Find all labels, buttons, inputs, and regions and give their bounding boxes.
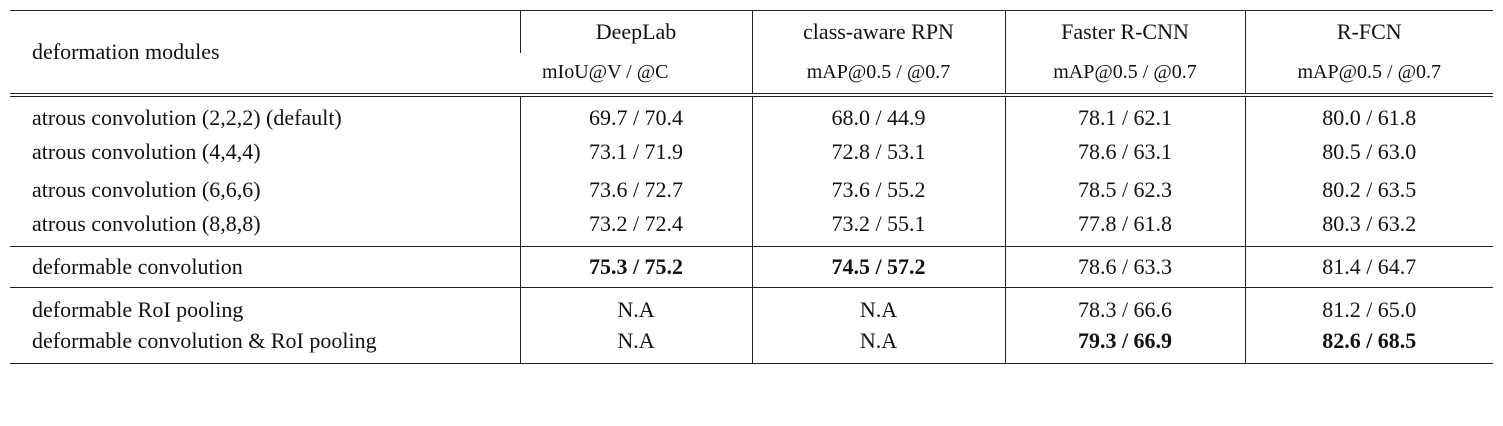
row-label: atrous convolution (2,2,2) (default) bbox=[32, 105, 342, 130]
value-cell: 80.0 / 61.8 bbox=[1244, 94, 1493, 133]
value-cell: 68.0 / 44.9 bbox=[751, 94, 1005, 133]
value-cell: 73.1 / 71.9 bbox=[519, 132, 752, 171]
value-cell: 80.5 / 63.0 bbox=[1244, 132, 1493, 171]
row-label: deformable convolution & RoI pooling bbox=[32, 327, 377, 353]
value-cell: N.A bbox=[751, 287, 1005, 326]
value-cell: 78.3 / 66.6 bbox=[1004, 287, 1245, 326]
value-cell: 81.2 / 65.0 bbox=[1244, 287, 1493, 326]
table-row: deformable convolution & RoI pooling N.A N… bbox=[10, 325, 1493, 364]
header-cell: deformation modules bbox=[32, 38, 220, 64]
value-cell: 73.6 / 55.2 bbox=[751, 170, 1005, 209]
value-cell: 69.7 / 70.4 bbox=[519, 94, 752, 133]
value-cell: 73.6 / 72.7 bbox=[519, 170, 752, 209]
column-metric: mAP@0.5 / @0.7 bbox=[1004, 52, 1245, 95]
table-row: atrous convolution (8,8,8) 73.2 / 72.4 73.… bbox=[10, 208, 1493, 247]
column-name: R-FCN bbox=[1244, 10, 1493, 53]
column-metric: mAP@0.5 / @0.7 bbox=[751, 52, 1005, 95]
value-cell: N.A bbox=[519, 287, 752, 326]
table-row: deformable convolution 75.3 / 75.2 74.5 / … bbox=[10, 246, 1493, 288]
value-cell: 78.6 / 63.1 bbox=[1004, 132, 1245, 171]
column-name: class-aware RPN bbox=[751, 10, 1005, 53]
column-metric: mIoU@V / @C bbox=[542, 61, 669, 83]
row-label: atrous convolution (4,4,4) bbox=[32, 138, 261, 164]
row-label: deformable RoI pooling bbox=[32, 297, 244, 323]
value-cell: 73.2 / 72.4 bbox=[519, 208, 752, 247]
table-row: atrous convolution (4,4,4) 73.1 / 71.9 72.… bbox=[10, 132, 1493, 171]
table-row: atrous convolution (6,6,6) 73.6 / 72.7 73.… bbox=[10, 170, 1493, 209]
row-label: atrous convolution (6,6,6) bbox=[32, 176, 261, 202]
value-cell: 82.6 / 68.5 bbox=[1244, 325, 1493, 364]
row-group: deformable RoI pooling N.A N.A 78.3 / 66.6 8… bbox=[10, 287, 1493, 364]
value-cell: 79.3 / 66.9 bbox=[1004, 325, 1245, 364]
table-row: atrous convolution (2,2,2) (default) 69.7… bbox=[10, 94, 1493, 133]
value-cell: 78.6 / 63.3 bbox=[1004, 246, 1245, 288]
value-cell: 74.5 / 57.2 bbox=[751, 246, 1005, 288]
value-cell: 72.8 / 53.1 bbox=[751, 132, 1005, 171]
value-cell: N.A bbox=[751, 325, 1005, 364]
value-cell: N.A bbox=[519, 325, 752, 364]
value-cell: 78.5 / 62.3 bbox=[1004, 170, 1245, 209]
column-name: DeepLab bbox=[519, 10, 752, 53]
table-header: deformation modules DeepLab class-aware RP… bbox=[10, 10, 1493, 95]
value-cell: 75.3 / 75.2 bbox=[519, 246, 752, 288]
value-cell: 80.2 / 63.5 bbox=[1244, 170, 1493, 209]
results-table: deformation modules DeepLab class-aware RP… bbox=[10, 10, 1493, 364]
column-metric: mAP@0.5 / @0.7 bbox=[1244, 52, 1493, 95]
row-group: deformable convolution 75.3 / 75.2 74.5 / … bbox=[10, 246, 1493, 288]
value-cell: 77.8 / 61.8 bbox=[1004, 208, 1245, 247]
value-cell: 80.3 / 63.2 bbox=[1244, 208, 1493, 247]
row-label: atrous convolution (8,8,8) bbox=[32, 210, 261, 236]
value-cell: 78.1 / 62.1 bbox=[1004, 94, 1245, 133]
column-name: Faster R-CNN bbox=[1004, 10, 1245, 53]
row-label: deformable convolution bbox=[32, 254, 243, 279]
row-group: atrous convolution (2,2,2) (default) 69.7… bbox=[10, 94, 1493, 247]
value-cell: 81.4 / 64.7 bbox=[1244, 246, 1493, 288]
value-cell: 73.2 / 55.1 bbox=[751, 208, 1005, 247]
table-row: deformable RoI pooling N.A N.A 78.3 / 66.6 8… bbox=[10, 287, 1493, 326]
